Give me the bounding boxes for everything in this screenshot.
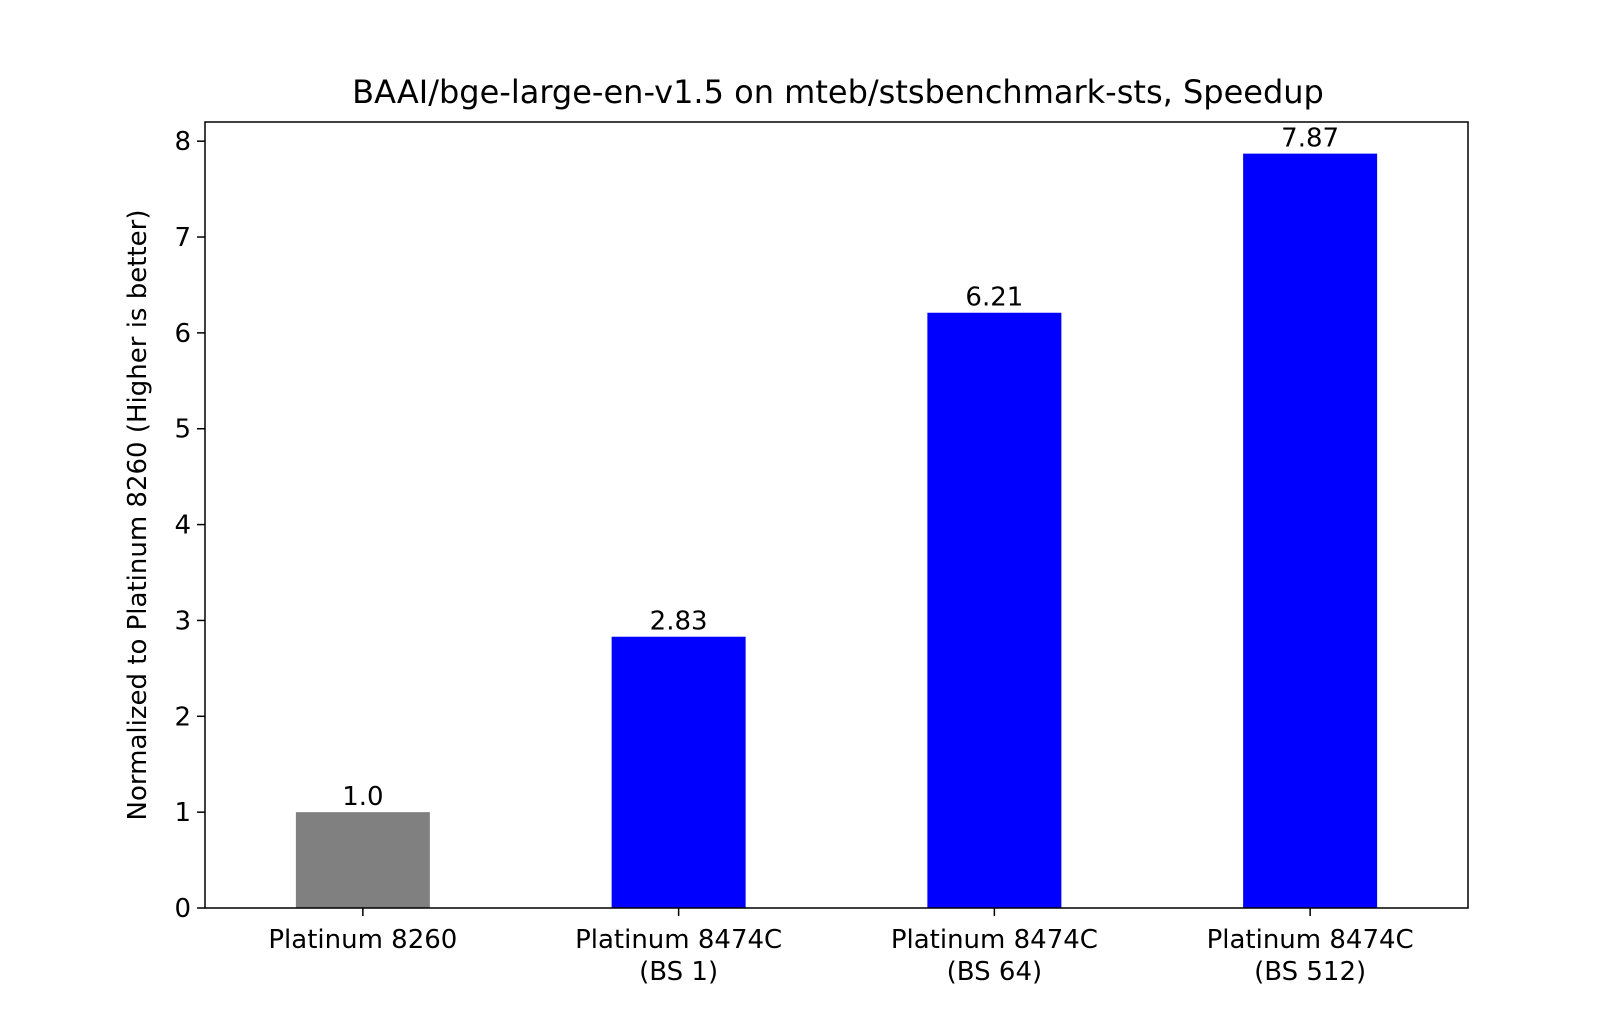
bar-value-label: 6.21 [965, 283, 1023, 313]
x-tick-label: Platinum 8474C [1207, 925, 1414, 955]
y-axis-label: Normalized to Platinum 8260 (Higher is b… [123, 210, 153, 821]
y-tick-label: 2 [174, 702, 191, 732]
bar [1243, 153, 1378, 908]
bar [611, 636, 746, 908]
bar-value-label: 1.0 [342, 782, 383, 812]
y-tick-label: 5 [174, 415, 191, 445]
plot-area: 0 1 2 3 4 5 6 7 8 1.0 Platinum 8260 2.83 Platinum 84… [174, 124, 1413, 987]
y-tick-label: 4 [174, 511, 191, 541]
y-tick-label: 3 [174, 606, 191, 636]
x-tick-label: (BS 1) [639, 957, 718, 987]
x-tick-label: Platinum 8474C [575, 925, 782, 955]
y-tick-label: 0 [174, 894, 191, 924]
bar-value-label: 7.87 [1281, 124, 1339, 154]
y-tick-label: 7 [174, 223, 191, 253]
y-tick-label: 8 [174, 127, 191, 157]
x-tick-label: (BS 64) [947, 957, 1043, 987]
x-tick-label: (BS 512) [1254, 957, 1366, 987]
bar-value-label: 2.83 [650, 607, 708, 637]
x-tick-label: Platinum 8474C [891, 925, 1098, 955]
plot-frame [204, 121, 1469, 909]
bar [927, 312, 1062, 908]
y-tick-label: 1 [174, 798, 191, 828]
x-tick-label: Platinum 8260 [268, 925, 457, 955]
y-tick-label: 6 [174, 319, 191, 349]
chart-title: BAAI/bge-large-en-v1.5 on mteb/stsbenchm… [352, 73, 1324, 111]
bar [295, 812, 430, 908]
